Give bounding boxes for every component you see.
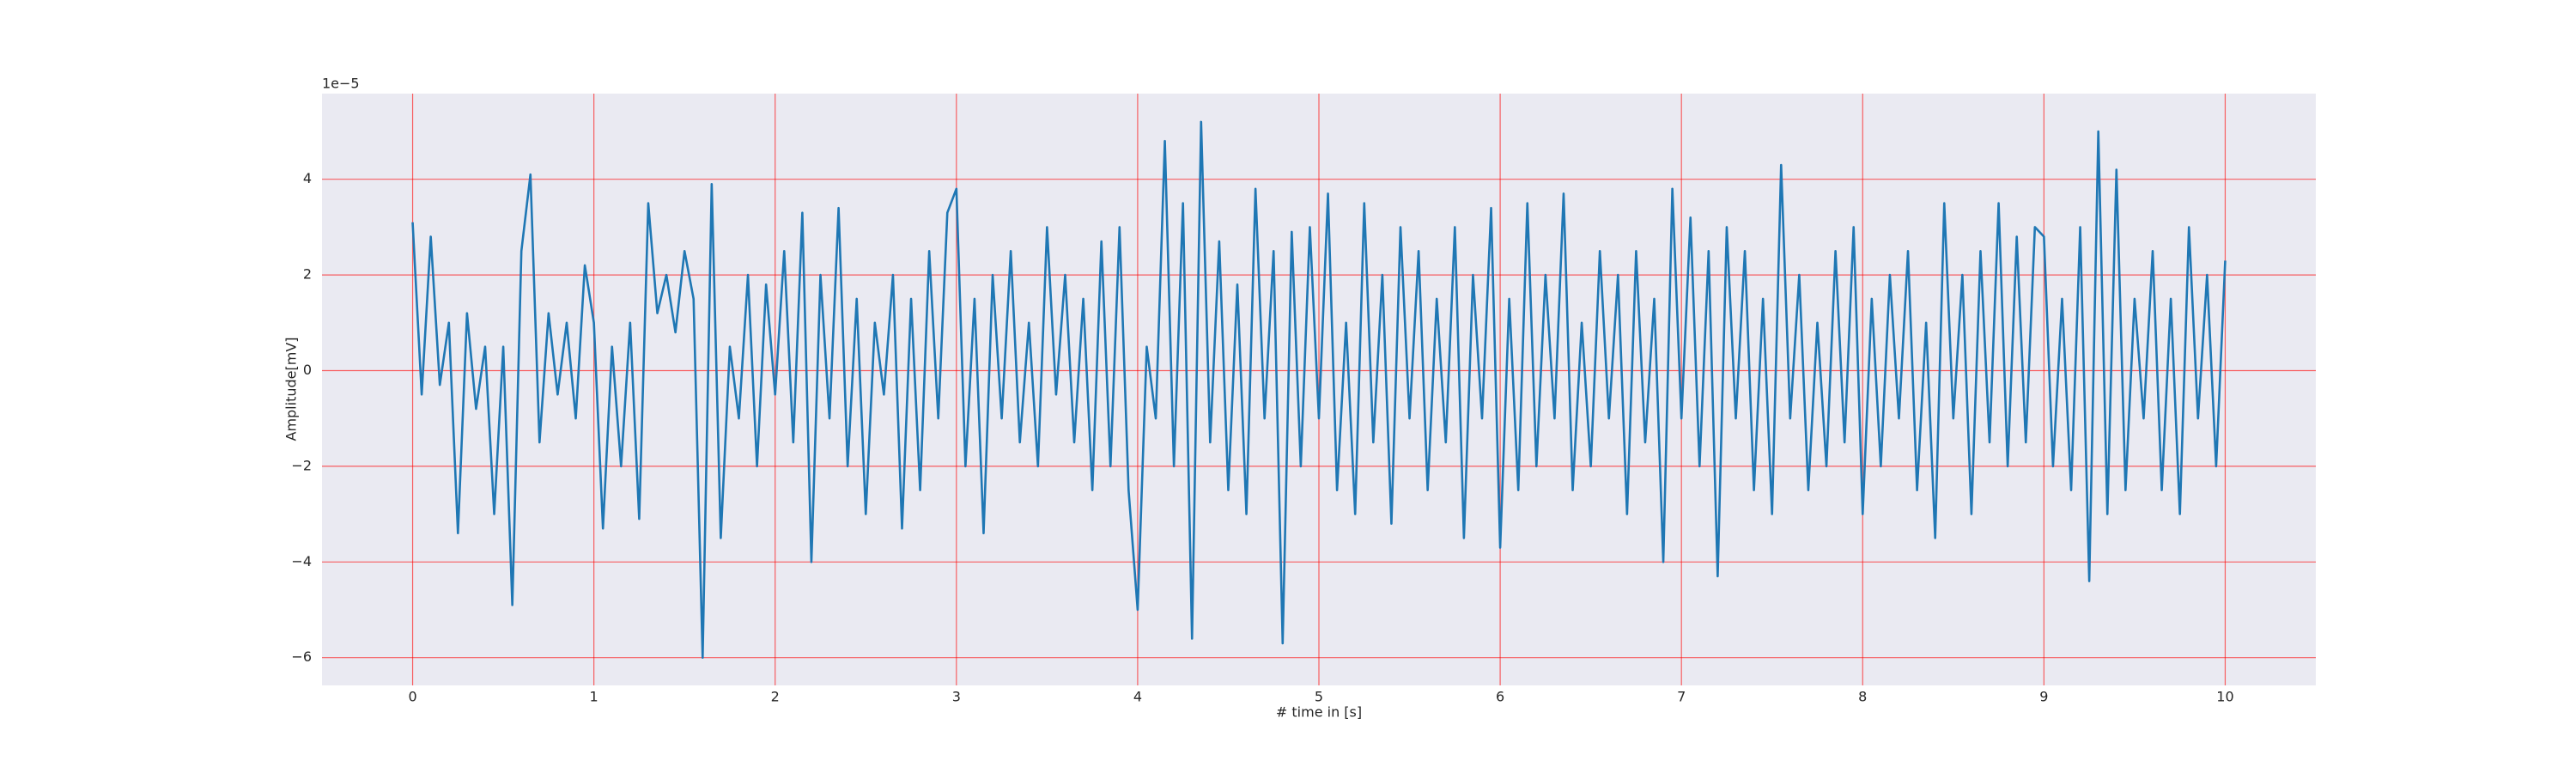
y-tick-label: −2: [291, 457, 312, 473]
signal-line: [411, 120, 2227, 659]
y-tick-label: 0: [303, 362, 312, 378]
x-tick-label: 6: [1496, 689, 1504, 705]
y-tick-label: 4: [303, 170, 312, 186]
x-tick-label: 9: [2039, 689, 2048, 705]
x-tick-label: 0: [408, 689, 416, 705]
x-tick-label: 8: [1858, 689, 1867, 705]
y-offset-label: 1e−5: [322, 76, 360, 92]
x-tick-label: 1: [590, 689, 598, 705]
y-tick-label: −6: [291, 648, 312, 665]
x-tick-label: 10: [2216, 689, 2233, 705]
y-axis-label: Amplitude[mV]: [283, 337, 300, 441]
x-tick-label: 5: [1315, 689, 1323, 705]
x-tick-label: 2: [771, 689, 780, 705]
y-tick-label: 2: [303, 266, 312, 283]
x-tick-label: 3: [952, 689, 961, 705]
x-axis-label: # time in [s]: [1276, 704, 1362, 721]
x-tick-label: 7: [1677, 689, 1686, 705]
x-tick-label: 4: [1133, 689, 1142, 705]
y-tick-label: −4: [291, 553, 312, 569]
